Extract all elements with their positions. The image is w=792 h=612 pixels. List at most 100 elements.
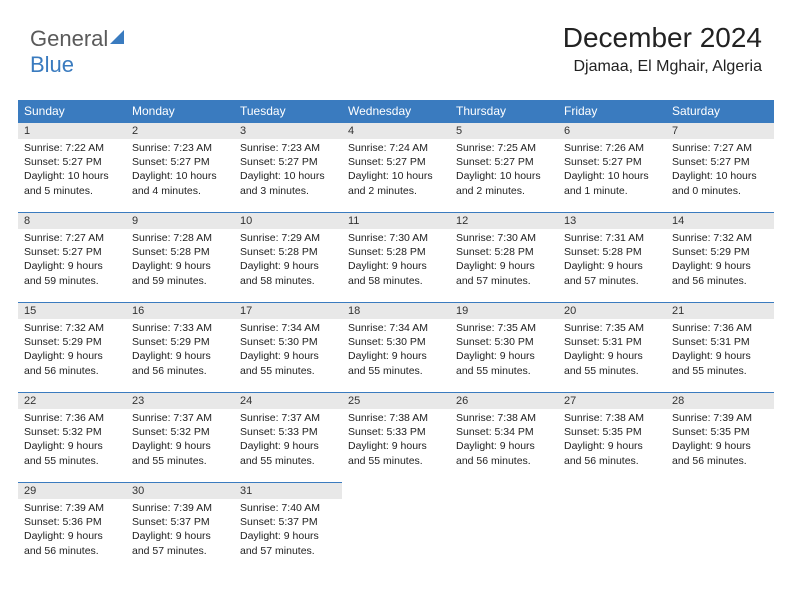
daylight-line1: Daylight: 9 hours: [24, 439, 120, 453]
daylight-line2: and 56 minutes.: [456, 454, 552, 468]
calendar-day-cell: 15Sunrise: 7:32 AMSunset: 5:29 PMDayligh…: [18, 302, 126, 392]
calendar-day-cell: 9Sunrise: 7:28 AMSunset: 5:28 PMDaylight…: [126, 212, 234, 302]
sunset-text: Sunset: 5:28 PM: [132, 245, 228, 259]
calendar-day-cell: 29Sunrise: 7:39 AMSunset: 5:36 PMDayligh…: [18, 482, 126, 572]
day-data: Sunrise: 7:26 AMSunset: 5:27 PMDaylight:…: [558, 139, 666, 202]
daylight-line1: Daylight: 9 hours: [132, 439, 228, 453]
daylight-line2: and 55 minutes.: [672, 364, 768, 378]
month-year: December 2024: [563, 22, 762, 54]
calendar-day-cell: 2Sunrise: 7:23 AMSunset: 5:27 PMDaylight…: [126, 122, 234, 212]
calendar-table: Sunday Monday Tuesday Wednesday Thursday…: [18, 100, 774, 572]
day-number: 6: [558, 122, 666, 139]
day-data: Sunrise: 7:38 AMSunset: 5:34 PMDaylight:…: [450, 409, 558, 472]
day-data: Sunrise: 7:30 AMSunset: 5:28 PMDaylight:…: [342, 229, 450, 292]
day-number: 18: [342, 302, 450, 319]
day-number: 17: [234, 302, 342, 319]
sunset-text: Sunset: 5:35 PM: [564, 425, 660, 439]
calendar-day-cell: 21Sunrise: 7:36 AMSunset: 5:31 PMDayligh…: [666, 302, 774, 392]
sunset-text: Sunset: 5:27 PM: [132, 155, 228, 169]
sunset-text: Sunset: 5:35 PM: [672, 425, 768, 439]
daylight-line1: Daylight: 9 hours: [24, 259, 120, 273]
sunset-text: Sunset: 5:32 PM: [132, 425, 228, 439]
day-number: 1: [18, 122, 126, 139]
daylight-line2: and 56 minutes.: [564, 454, 660, 468]
day-data: Sunrise: 7:32 AMSunset: 5:29 PMDaylight:…: [18, 319, 126, 382]
day-data: Sunrise: 7:30 AMSunset: 5:28 PMDaylight:…: [450, 229, 558, 292]
daylight-line2: and 55 minutes.: [348, 364, 444, 378]
sunset-text: Sunset: 5:37 PM: [240, 515, 336, 529]
day-data: Sunrise: 7:34 AMSunset: 5:30 PMDaylight:…: [234, 319, 342, 382]
calendar-day-cell: 7Sunrise: 7:27 AMSunset: 5:27 PMDaylight…: [666, 122, 774, 212]
calendar-week-row: 15Sunrise: 7:32 AMSunset: 5:29 PMDayligh…: [18, 302, 774, 392]
day-number: 24: [234, 392, 342, 409]
calendar-body: 1Sunrise: 7:22 AMSunset: 5:27 PMDaylight…: [18, 122, 774, 572]
sunset-text: Sunset: 5:29 PM: [24, 335, 120, 349]
day-data: Sunrise: 7:37 AMSunset: 5:33 PMDaylight:…: [234, 409, 342, 472]
calendar-day-cell: 6Sunrise: 7:26 AMSunset: 5:27 PMDaylight…: [558, 122, 666, 212]
daylight-line2: and 2 minutes.: [348, 184, 444, 198]
calendar-day-cell: 26Sunrise: 7:38 AMSunset: 5:34 PMDayligh…: [450, 392, 558, 482]
daylight-line1: Daylight: 10 hours: [132, 169, 228, 183]
daylight-line1: Daylight: 10 hours: [240, 169, 336, 183]
day-data: Sunrise: 7:38 AMSunset: 5:35 PMDaylight:…: [558, 409, 666, 472]
day-data: Sunrise: 7:22 AMSunset: 5:27 PMDaylight:…: [18, 139, 126, 202]
weekday-header: Friday: [558, 100, 666, 122]
sunrise-text: Sunrise: 7:38 AM: [564, 411, 660, 425]
sunrise-text: Sunrise: 7:39 AM: [132, 501, 228, 515]
daylight-line2: and 59 minutes.: [24, 274, 120, 288]
daylight-line2: and 56 minutes.: [24, 544, 120, 558]
sunset-text: Sunset: 5:27 PM: [564, 155, 660, 169]
sunset-text: Sunset: 5:33 PM: [240, 425, 336, 439]
daylight-line1: Daylight: 9 hours: [564, 349, 660, 363]
sunset-text: Sunset: 5:33 PM: [348, 425, 444, 439]
daylight-line1: Daylight: 9 hours: [24, 529, 120, 543]
daylight-line1: Daylight: 10 hours: [24, 169, 120, 183]
calendar-week-row: 22Sunrise: 7:36 AMSunset: 5:32 PMDayligh…: [18, 392, 774, 482]
weekday-header: Saturday: [666, 100, 774, 122]
daylight-line1: Daylight: 9 hours: [240, 259, 336, 273]
daylight-line2: and 5 minutes.: [24, 184, 120, 198]
calendar-day-cell: ..: [558, 482, 666, 572]
daylight-line2: and 57 minutes.: [240, 544, 336, 558]
sunset-text: Sunset: 5:30 PM: [456, 335, 552, 349]
sunrise-text: Sunrise: 7:32 AM: [672, 231, 768, 245]
day-data: Sunrise: 7:33 AMSunset: 5:29 PMDaylight:…: [126, 319, 234, 382]
weekday-header: Thursday: [450, 100, 558, 122]
day-number: 23: [126, 392, 234, 409]
calendar-day-cell: 8Sunrise: 7:27 AMSunset: 5:27 PMDaylight…: [18, 212, 126, 302]
day-number: 25: [342, 392, 450, 409]
sunrise-text: Sunrise: 7:35 AM: [564, 321, 660, 335]
daylight-line2: and 57 minutes.: [564, 274, 660, 288]
daylight-line1: Daylight: 9 hours: [240, 529, 336, 543]
daylight-line2: and 58 minutes.: [240, 274, 336, 288]
daylight-line1: Daylight: 10 hours: [456, 169, 552, 183]
sunrise-text: Sunrise: 7:35 AM: [456, 321, 552, 335]
sunrise-text: Sunrise: 7:39 AM: [24, 501, 120, 515]
calendar-day-cell: 16Sunrise: 7:33 AMSunset: 5:29 PMDayligh…: [126, 302, 234, 392]
sunset-text: Sunset: 5:36 PM: [24, 515, 120, 529]
calendar-day-cell: 3Sunrise: 7:23 AMSunset: 5:27 PMDaylight…: [234, 122, 342, 212]
day-number: 14: [666, 212, 774, 229]
sunrise-text: Sunrise: 7:40 AM: [240, 501, 336, 515]
calendar-day-cell: 19Sunrise: 7:35 AMSunset: 5:30 PMDayligh…: [450, 302, 558, 392]
logo-text-2: Blue: [30, 52, 74, 77]
sunrise-text: Sunrise: 7:24 AM: [348, 141, 444, 155]
day-number: 30: [126, 482, 234, 499]
daylight-line2: and 2 minutes.: [456, 184, 552, 198]
daylight-line1: Daylight: 9 hours: [564, 439, 660, 453]
calendar-day-cell: 12Sunrise: 7:30 AMSunset: 5:28 PMDayligh…: [450, 212, 558, 302]
day-number: 10: [234, 212, 342, 229]
daylight-line1: Daylight: 9 hours: [132, 349, 228, 363]
sunrise-text: Sunrise: 7:27 AM: [672, 141, 768, 155]
daylight-line2: and 55 minutes.: [240, 454, 336, 468]
calendar-day-cell: 5Sunrise: 7:25 AMSunset: 5:27 PMDaylight…: [450, 122, 558, 212]
day-data: Sunrise: 7:35 AMSunset: 5:31 PMDaylight:…: [558, 319, 666, 382]
calendar-day-cell: 22Sunrise: 7:36 AMSunset: 5:32 PMDayligh…: [18, 392, 126, 482]
day-number: 8: [18, 212, 126, 229]
calendar-day-cell: 23Sunrise: 7:37 AMSunset: 5:32 PMDayligh…: [126, 392, 234, 482]
sunset-text: Sunset: 5:30 PM: [240, 335, 336, 349]
day-data: Sunrise: 7:27 AMSunset: 5:27 PMDaylight:…: [666, 139, 774, 202]
daylight-line2: and 3 minutes.: [240, 184, 336, 198]
sunset-text: Sunset: 5:31 PM: [564, 335, 660, 349]
day-number: 11: [342, 212, 450, 229]
